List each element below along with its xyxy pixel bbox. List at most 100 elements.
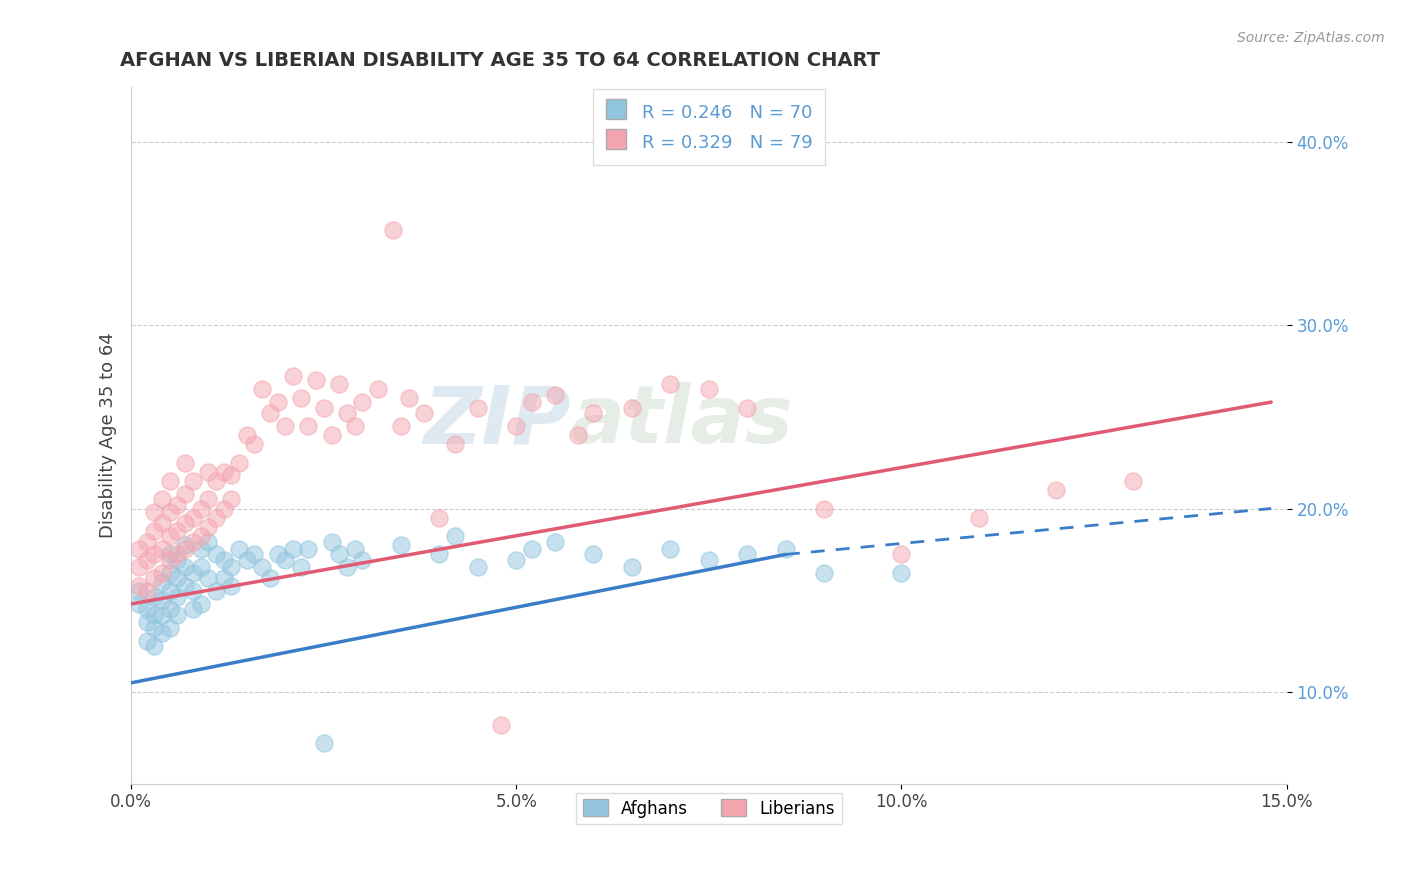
Point xyxy=(205,510,228,524)
Point xyxy=(243,437,266,451)
Point xyxy=(135,633,157,648)
Point xyxy=(143,571,166,585)
Point xyxy=(197,571,219,585)
Point xyxy=(659,376,682,391)
Point xyxy=(389,538,412,552)
Point xyxy=(582,406,605,420)
Point xyxy=(128,560,150,574)
Point xyxy=(1122,474,1144,488)
Point xyxy=(135,615,157,630)
Point xyxy=(328,548,350,562)
Point xyxy=(228,541,250,556)
Point xyxy=(150,593,173,607)
Point xyxy=(274,553,297,567)
Point xyxy=(150,492,173,507)
Point xyxy=(197,534,219,549)
Point xyxy=(305,373,328,387)
Point xyxy=(221,578,243,592)
Point xyxy=(328,376,350,391)
Point xyxy=(697,553,720,567)
Point xyxy=(143,639,166,653)
Point xyxy=(174,578,197,592)
Point xyxy=(321,534,343,549)
Point xyxy=(190,560,212,574)
Point xyxy=(159,584,181,599)
Point xyxy=(159,548,181,562)
Point xyxy=(143,621,166,635)
Text: atlas: atlas xyxy=(571,382,793,460)
Point xyxy=(197,520,219,534)
Point xyxy=(212,571,235,585)
Point xyxy=(221,560,243,574)
Point xyxy=(697,382,720,396)
Point xyxy=(128,578,150,592)
Point xyxy=(197,465,219,479)
Point xyxy=(290,560,312,574)
Point xyxy=(312,736,335,750)
Point xyxy=(890,548,912,562)
Point xyxy=(205,584,228,599)
Point xyxy=(620,401,643,415)
Point xyxy=(413,406,436,420)
Point xyxy=(150,516,173,531)
Point xyxy=(737,401,759,415)
Point xyxy=(190,541,212,556)
Point xyxy=(128,541,150,556)
Point xyxy=(181,474,204,488)
Point xyxy=(181,602,204,616)
Point xyxy=(775,541,797,556)
Point xyxy=(321,428,343,442)
Point xyxy=(567,428,589,442)
Point xyxy=(382,222,405,236)
Point xyxy=(467,560,489,574)
Point xyxy=(398,392,420,406)
Point xyxy=(181,534,204,549)
Point xyxy=(159,474,181,488)
Point xyxy=(212,465,235,479)
Point xyxy=(620,560,643,574)
Point xyxy=(205,548,228,562)
Point xyxy=(159,505,181,519)
Point xyxy=(737,548,759,562)
Point xyxy=(236,428,259,442)
Point xyxy=(505,419,527,434)
Point xyxy=(813,566,835,580)
Point xyxy=(250,382,273,396)
Point xyxy=(544,534,567,549)
Point xyxy=(520,541,543,556)
Point xyxy=(520,395,543,409)
Point xyxy=(174,541,197,556)
Point xyxy=(443,529,465,543)
Point xyxy=(150,566,173,580)
Point xyxy=(659,541,682,556)
Point xyxy=(190,529,212,543)
Point xyxy=(266,548,288,562)
Point xyxy=(544,388,567,402)
Point xyxy=(143,607,166,622)
Point xyxy=(159,621,181,635)
Point xyxy=(166,498,188,512)
Point xyxy=(128,584,150,599)
Y-axis label: Disability Age 35 to 64: Disability Age 35 to 64 xyxy=(100,332,117,538)
Point xyxy=(181,510,204,524)
Point xyxy=(143,524,166,538)
Point xyxy=(135,553,157,567)
Point xyxy=(243,548,266,562)
Point xyxy=(890,566,912,580)
Point xyxy=(343,541,366,556)
Point xyxy=(181,584,204,599)
Point xyxy=(166,553,188,567)
Point xyxy=(166,607,188,622)
Point xyxy=(128,597,150,611)
Text: Source: ZipAtlas.com: Source: ZipAtlas.com xyxy=(1237,31,1385,45)
Point xyxy=(197,492,219,507)
Point xyxy=(228,456,250,470)
Point xyxy=(467,401,489,415)
Point xyxy=(582,548,605,562)
Point xyxy=(135,584,157,599)
Point xyxy=(150,607,173,622)
Point xyxy=(297,541,319,556)
Point xyxy=(174,456,197,470)
Text: AFGHAN VS LIBERIAN DISABILITY AGE 35 TO 64 CORRELATION CHART: AFGHAN VS LIBERIAN DISABILITY AGE 35 TO … xyxy=(120,51,880,70)
Point xyxy=(166,524,188,538)
